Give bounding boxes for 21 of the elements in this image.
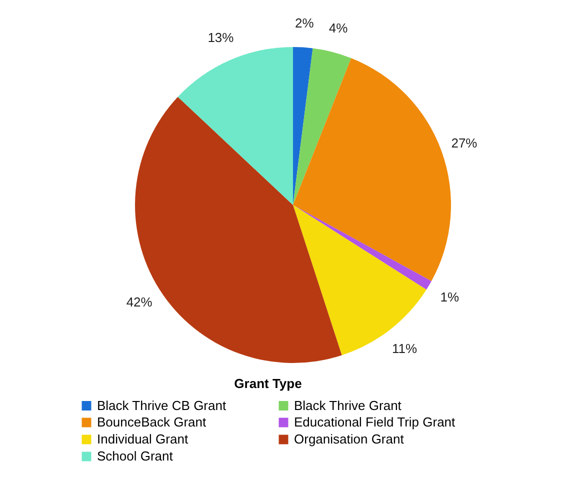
pie-slice [293,205,432,290]
data-label: 42% [126,294,153,310]
pie-slice [293,205,426,356]
pie-slice [178,47,293,205]
legend-label: BounceBack Grant [97,414,207,430]
legend-label: Black Thrive CB Grant [97,398,226,413]
legend-label: Educational Field Trip Grant [294,414,456,430]
data-label: 27% [451,135,478,150]
data-label: 1% [440,290,460,305]
data-label: 11% [392,340,418,356]
pie-slice [293,48,352,205]
data-label: 2% [295,15,314,30]
legend-label: School Grant [97,448,174,464]
pie-slice [293,58,451,282]
legend-label: Individual Grant [97,432,188,446]
data-label: 13% [208,30,234,45]
legend-label: Organisation Grant [294,432,404,446]
pie-slice [293,47,313,205]
data-label: 4% [328,20,348,36]
legend-label: Black Thrive Grant [294,398,402,413]
legend-title: Grant Type [234,376,302,391]
